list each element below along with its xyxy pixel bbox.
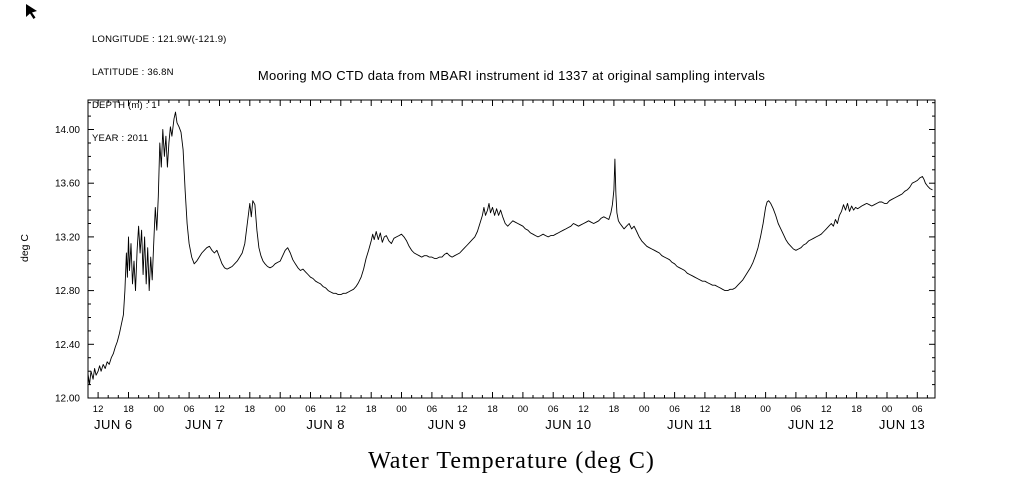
mooring-info-block: LONGITUDE : 121.9W(-121.9) LATITUDE : 36…	[92, 12, 227, 155]
info-year: YEAR : 2011	[92, 133, 149, 144]
axis-tick-label: 00	[396, 404, 407, 415]
axis-tick-label: 18	[487, 404, 498, 415]
info-latitude: LATITUDE : 36.8N	[92, 67, 174, 78]
axis-tick-label: 12	[214, 404, 225, 415]
axis-tick-label: JUN 7	[185, 417, 224, 432]
axis-tick-label: 12	[578, 404, 589, 415]
axis-tick-label: 12.00	[55, 394, 80, 405]
info-depth: DEPTH (m) : 1	[92, 100, 157, 111]
axis-tick-label: 18	[609, 404, 620, 415]
axis-tick-label: 06	[912, 404, 923, 415]
axis-tick-label: 12.80	[55, 286, 80, 297]
mouse-cursor-icon	[26, 4, 37, 19]
axis-tick-label: 14.00	[55, 125, 80, 136]
axis-tick-label: 06	[669, 404, 680, 415]
axis-tick-label: 12.40	[55, 340, 80, 351]
plot-title: Mooring MO CTD data from MBARI instrumen…	[257, 68, 766, 83]
axis-tick-label: JUN 11	[667, 417, 712, 432]
axis-tick-label: JUN 13	[879, 417, 925, 432]
axis-tick-label: JUN 9	[428, 417, 467, 432]
axis-tick-label: 00	[639, 404, 650, 415]
axis-tick-label: JUN 8	[306, 417, 345, 432]
axis-tick-label: 00	[760, 404, 771, 415]
axis-tick-label: 18	[123, 404, 134, 415]
axis-tick-label: 12	[93, 404, 104, 415]
axis-tick-label: JUN 12	[788, 417, 834, 432]
axis-tick-label: 13.20	[55, 232, 80, 243]
axis-tick-label: 06	[791, 404, 802, 415]
axis-tick-label: 18	[851, 404, 862, 415]
axis-tick-label: 06	[305, 404, 316, 415]
axis-tick-label: 13.60	[55, 179, 80, 190]
axis-tick-label: 00	[518, 404, 529, 415]
x-axis-title: Water Temperature (deg C)	[368, 448, 655, 474]
axis-tick-label: 18	[366, 404, 377, 415]
temperature-line	[87, 111, 933, 386]
axis-tick-label: 06	[427, 404, 438, 415]
axis-tick-label: JUN 10	[545, 417, 591, 432]
info-longitude: LONGITUDE : 121.9W(-121.9)	[92, 34, 227, 45]
axis-tick-label: 06	[184, 404, 195, 415]
axis-tick-label: 18	[245, 404, 256, 415]
axis-tick-label: JUN 6	[94, 417, 133, 432]
axis-tick-label: 12	[821, 404, 832, 415]
axis-tick-label: 00	[154, 404, 165, 415]
axis-tick-label: 00	[275, 404, 286, 415]
axis-tick-label: 12	[700, 404, 711, 415]
axis-tick-label: 00	[882, 404, 893, 415]
axis-tick-label: 18	[730, 404, 741, 415]
plot-border	[87, 99, 936, 399]
axis-tick-label: 12	[457, 404, 468, 415]
axis-tick-label: 12	[336, 404, 347, 415]
axis-tick-label: 06	[548, 404, 559, 415]
